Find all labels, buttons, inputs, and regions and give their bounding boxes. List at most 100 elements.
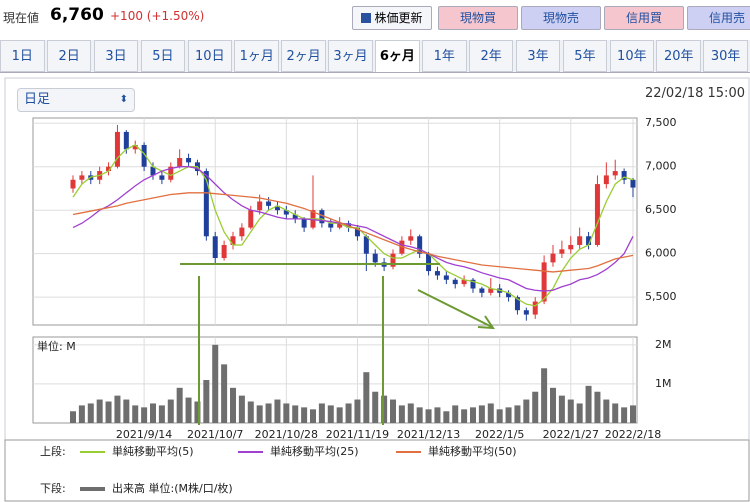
volume-bar <box>132 405 139 423</box>
period-tab[interactable]: 3ヶ月 <box>328 40 373 72</box>
period-tab[interactable]: 1年 <box>422 40 467 72</box>
y-tick-label: 2M <box>655 338 672 351</box>
period-tab[interactable]: 2日 <box>46 40 92 72</box>
volume-bar <box>381 395 388 423</box>
volume-bar <box>594 391 601 423</box>
refresh-button[interactable]: 株価更新 <box>352 6 432 30</box>
volume-bar <box>434 407 441 423</box>
candle-body <box>301 218 307 228</box>
period-tab[interactable]: 5日 <box>140 40 186 72</box>
candle-body <box>230 236 236 245</box>
candle-body <box>212 236 218 259</box>
candle-body <box>114 131 120 167</box>
volume-bar <box>372 391 379 423</box>
y-tick-label: 7,000 <box>645 160 677 173</box>
volume-bar <box>238 395 245 423</box>
x-tick-label: 2021/11/19 <box>326 428 389 441</box>
volume-bar <box>576 403 583 423</box>
candle-body <box>488 288 494 293</box>
margin-sell-button[interactable]: 信用売 <box>687 6 750 30</box>
price-change: +100 (+1.50%) <box>110 9 205 23</box>
y-tick-label: 6,000 <box>645 247 677 260</box>
x-tick-label: 2022/1/27 <box>543 428 599 441</box>
period-tab[interactable]: 2ヶ月 <box>281 40 326 72</box>
cash-buy-button[interactable]: 現物買 <box>438 6 518 30</box>
volume-bar <box>478 405 485 423</box>
period-tab[interactable]: 2年 <box>468 40 514 72</box>
candle-body <box>568 244 574 250</box>
volume-bar <box>247 401 254 423</box>
candle-body <box>586 236 592 245</box>
volume-bar <box>452 405 459 423</box>
select-label: 日足 <box>24 92 51 107</box>
current-price: 6,760 <box>50 5 104 25</box>
candle-body <box>630 179 636 188</box>
period-tab[interactable]: 30年 <box>703 40 748 72</box>
volume-bar <box>212 344 219 423</box>
volume-bar <box>256 405 263 423</box>
candle-body <box>132 144 138 150</box>
volume-bar <box>443 411 450 423</box>
candle-body <box>461 279 467 285</box>
volume-bar <box>630 405 636 423</box>
volume-bar <box>363 372 370 423</box>
x-tick-label: 2021/10/28 <box>255 428 318 441</box>
trend-arrow <box>417 289 493 328</box>
volume-bar <box>70 411 76 423</box>
volume-bar <box>301 407 308 423</box>
unit-label: 単位: M <box>37 339 76 353</box>
candle-body <box>363 236 369 254</box>
legend-frame <box>4 439 750 502</box>
period-tab[interactable]: 20年 <box>656 40 701 72</box>
volume-bar <box>425 409 432 423</box>
candle-body <box>470 279 476 289</box>
period-tab[interactable]: 3日 <box>93 40 139 72</box>
period-tab[interactable]: 10年 <box>609 40 655 72</box>
volume-bar <box>150 403 156 423</box>
period-tab[interactable]: 10日 <box>187 40 233 72</box>
annotations <box>180 263 495 425</box>
candle-body <box>550 253 556 263</box>
candle-body <box>239 227 245 237</box>
candle-body <box>443 275 449 280</box>
candle-body <box>221 244 227 259</box>
candle-body <box>168 166 174 180</box>
volume-bar <box>185 397 192 423</box>
volume-bar <box>274 399 281 423</box>
volume-bar <box>96 399 103 423</box>
button-label: 株価更新 <box>374 11 423 25</box>
legend-label: 単純移動平均(50) <box>428 444 517 458</box>
period-tab[interactable]: 6ヶ月 <box>375 40 420 72</box>
candle-body <box>150 166 156 176</box>
volume-bar <box>176 387 183 423</box>
cash-sell-button[interactable]: 現物売 <box>521 6 601 30</box>
candle-body <box>257 201 263 211</box>
volume-bar <box>487 403 494 423</box>
candle-body <box>328 223 334 228</box>
margin-buy-button[interactable]: 信用買 <box>604 6 684 30</box>
volume-bar <box>532 391 539 423</box>
candle-body <box>408 236 414 241</box>
volume-bar <box>612 403 619 423</box>
candle-body <box>248 210 254 228</box>
candle-body <box>266 201 272 206</box>
period-select[interactable]: 日足 ⬍ <box>17 88 135 112</box>
candle-body <box>577 236 583 245</box>
volume-bar <box>354 399 361 423</box>
period-tab[interactable]: 1ヶ月 <box>234 40 279 72</box>
volume-bar <box>567 399 574 423</box>
volume-bar <box>167 399 174 423</box>
candle-body <box>506 292 512 298</box>
volume-bar <box>345 403 352 423</box>
candle-body <box>523 310 529 315</box>
candle-body <box>292 214 298 219</box>
candle-body <box>452 279 458 285</box>
candle-body <box>426 253 432 272</box>
candle-body <box>603 175 609 185</box>
period-tab[interactable]: 1日 <box>0 40 45 72</box>
period-tab[interactable]: 3年 <box>515 40 561 72</box>
candle-body <box>417 236 423 254</box>
y-tick-label: 1M <box>655 377 672 390</box>
period-tab[interactable]: 5年 <box>562 40 608 72</box>
